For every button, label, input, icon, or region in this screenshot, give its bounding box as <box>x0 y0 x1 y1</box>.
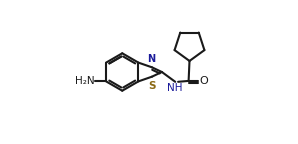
Text: S: S <box>149 81 156 91</box>
Text: N: N <box>147 54 155 65</box>
Text: NH: NH <box>167 83 183 93</box>
Text: H₂N: H₂N <box>75 76 95 86</box>
Text: O: O <box>199 76 208 86</box>
